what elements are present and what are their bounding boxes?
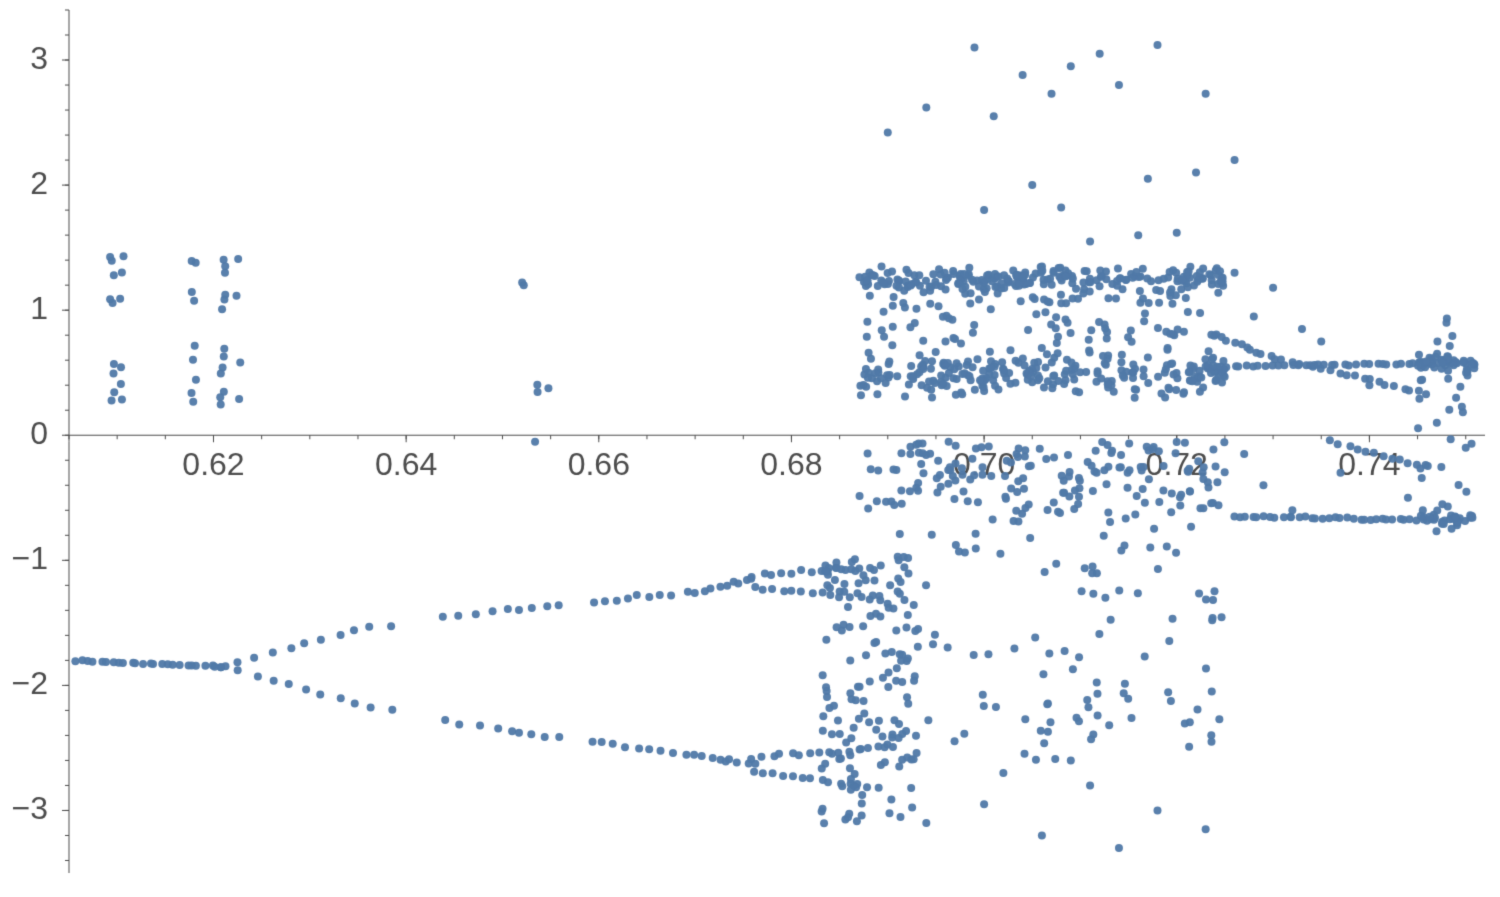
- bifurcation-scatter-plot: [0, 0, 1500, 897]
